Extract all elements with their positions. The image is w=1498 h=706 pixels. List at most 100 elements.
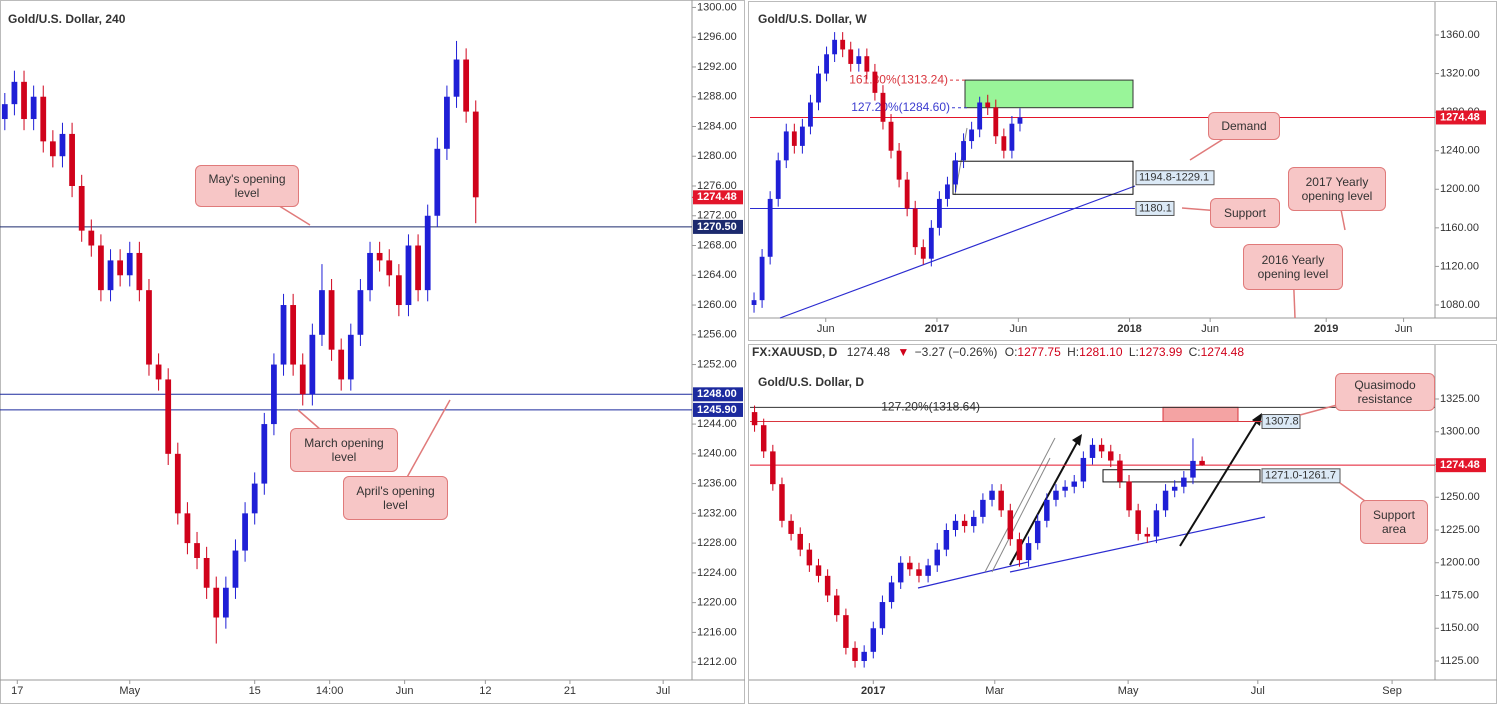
candle-body	[174, 453, 181, 514]
ohlc-label: L:	[1129, 345, 1139, 359]
zone-label-box	[1261, 468, 1341, 484]
y-tick-label: 1225.00	[1440, 524, 1480, 536]
candle-body	[848, 49, 854, 64]
ohlc-label: H:	[1067, 345, 1079, 359]
candle-body	[40, 96, 47, 142]
candle-body	[328, 290, 335, 350]
callout: April's opening level	[343, 476, 448, 520]
candle-body	[775, 160, 781, 199]
callout: Support	[1210, 198, 1280, 228]
candle-body	[1144, 533, 1151, 537]
callout: Quasimodo resistance	[1335, 373, 1435, 411]
trend-line	[991, 457, 1051, 573]
zone	[952, 160, 1134, 195]
y-tick-label: 1200.00	[1440, 557, 1480, 569]
zone-label-box	[1135, 170, 1215, 186]
y-tick-label: 1250.00	[1440, 491, 1480, 503]
candle-body	[98, 245, 104, 291]
candle-body	[1153, 510, 1160, 537]
y-tick-label: 1232.00	[697, 507, 737, 519]
candle-body	[1025, 543, 1032, 561]
candle-body	[952, 520, 959, 530]
price-tag-label: 1245.90	[697, 404, 737, 416]
price-tag	[693, 190, 743, 205]
candle-body	[770, 451, 776, 485]
callout: 2017 Yearly opening level	[1288, 167, 1386, 211]
panel-frame	[0, 0, 745, 704]
x-tick-label: Jun	[817, 323, 835, 335]
candle-body	[961, 141, 966, 161]
x-tick-label: 15	[249, 685, 261, 697]
candle-body	[290, 305, 297, 365]
candle-body	[30, 96, 37, 120]
chart-title: Gold/U.S. Dollar, W	[758, 12, 867, 26]
x-tick-label: Jul	[656, 685, 670, 697]
candle-body	[864, 56, 870, 72]
candle-body	[424, 215, 431, 291]
chart-title: Gold/U.S. Dollar, D	[758, 375, 864, 389]
x-tick-label: Jun	[1395, 323, 1413, 335]
zone-label: 1194.8-1229.1	[1139, 172, 1209, 184]
candle-body	[751, 412, 758, 426]
level-label: 1307.8	[1265, 415, 1299, 427]
candle-body	[299, 364, 306, 395]
candle-body	[117, 260, 124, 276]
candle-body	[788, 520, 794, 534]
ohlc-value: 1281.10	[1079, 345, 1123, 359]
price-tag-label: 1274.48	[1440, 111, 1480, 123]
candle-body	[386, 260, 393, 276]
ohlc-value: 1273.99	[1139, 345, 1183, 359]
callout: Demand	[1208, 112, 1280, 140]
y-tick-label: 1175.00	[1440, 589, 1479, 601]
candle-body	[453, 59, 460, 97]
candle-body	[242, 513, 248, 551]
arrow-head	[1072, 434, 1082, 446]
y-tick-label: 1240.00	[697, 448, 737, 460]
candle-body	[872, 71, 878, 93]
y-tick-label: 1276.00	[697, 180, 737, 192]
candle-body	[907, 562, 913, 570]
x-tick-label: 14:00	[316, 685, 344, 697]
candle-body	[463, 59, 470, 112]
y-tick-label: 1244.00	[697, 418, 737, 430]
candle-body	[78, 185, 85, 231]
symbol: FX:XAUUSD, D	[752, 345, 838, 359]
candle-body	[1126, 481, 1132, 511]
candle-body	[824, 54, 829, 74]
callout: 2016 Yearly opening level	[1243, 244, 1343, 290]
candle-body	[280, 305, 287, 365]
price-tag-label: 1248.00	[697, 388, 737, 400]
candle-body	[779, 484, 785, 521]
candle-body	[1034, 520, 1041, 544]
candle-body	[888, 582, 895, 603]
chart-title: Gold/U.S. Dollar, 240	[8, 12, 126, 26]
level-label: 1180.1	[1139, 202, 1172, 214]
y-tick-label: 1080.00	[1440, 299, 1480, 311]
ohlc-value: 1277.75	[1017, 345, 1061, 359]
candle-body	[998, 490, 1004, 511]
y-tick-label: 1264.00	[697, 269, 737, 281]
candle-body	[856, 56, 862, 64]
candle-body	[925, 565, 931, 576]
y-tick-label: 1240.00	[1440, 145, 1480, 157]
candle-body	[760, 425, 767, 452]
candle-body	[1080, 457, 1087, 482]
change: −3.27 (−0.26%)	[915, 345, 998, 359]
candle-body	[1, 104, 8, 120]
ohlc-value: 1274.48	[1201, 345, 1245, 359]
candle-body	[11, 81, 18, 105]
y-tick-label: 1216.00	[697, 626, 737, 638]
candle-body	[767, 198, 773, 257]
candle-body	[434, 148, 441, 216]
price-tag	[1436, 110, 1486, 125]
y-tick-label: 1300.00	[1440, 426, 1480, 438]
candle-body	[347, 334, 354, 380]
candle-body	[834, 595, 840, 616]
candle-body	[21, 81, 27, 120]
trend-line	[779, 185, 1136, 319]
candle-body	[870, 628, 877, 652]
y-tick-label: 1125.00	[1440, 655, 1479, 667]
candle-body	[806, 549, 813, 566]
y-tick-label: 1224.00	[697, 567, 737, 579]
